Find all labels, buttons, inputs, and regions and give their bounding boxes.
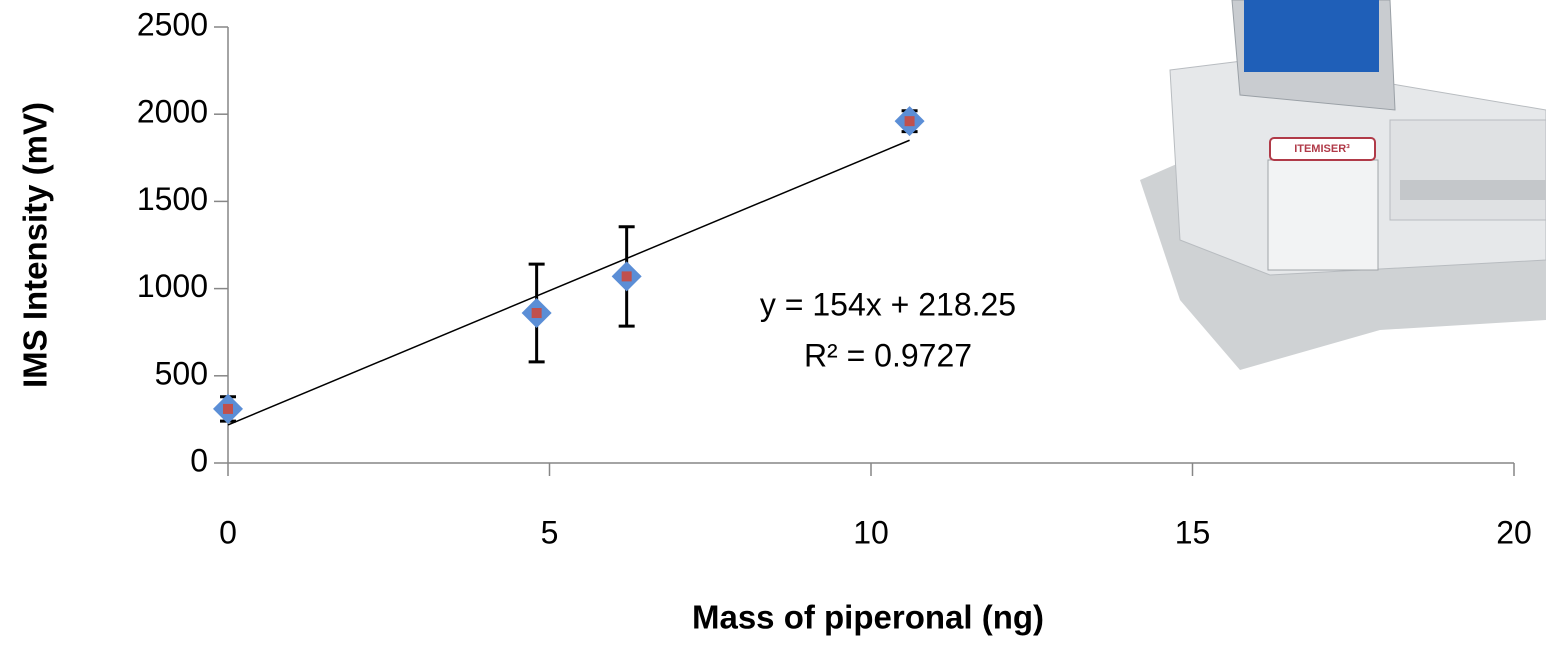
r-squared: R² = 0.9727: [804, 337, 972, 373]
marker-center: [223, 403, 233, 414]
trendline: [227, 139, 910, 426]
x-tick-label: 10: [853, 514, 889, 550]
x-tick-label: 15: [1175, 514, 1211, 550]
marker-center: [904, 116, 915, 127]
y-tick-label: 2500: [137, 6, 208, 42]
y-tick-label: 1000: [137, 268, 208, 304]
device-illustration: ITEMISER³: [1140, 0, 1546, 370]
y-axis-title: IMS Intensity (mV): [17, 102, 54, 388]
y-tick-label: 0: [190, 442, 208, 478]
y-tick-label: 1500: [137, 181, 208, 217]
marker-center: [531, 308, 542, 319]
trendline-equation: y = 154x + 218.25: [760, 286, 1016, 322]
x-tick-label: 5: [541, 514, 559, 550]
x-tick-label: 20: [1496, 514, 1532, 550]
y-tick-label: 500: [155, 355, 208, 391]
x-axis-title: Mass of piperonal (ng): [692, 599, 1044, 636]
y-tick-label: 2000: [137, 94, 208, 130]
marker-center: [621, 271, 632, 282]
x-tick-label: 0: [219, 514, 237, 550]
device-label: ITEMISER³: [1294, 143, 1350, 155]
